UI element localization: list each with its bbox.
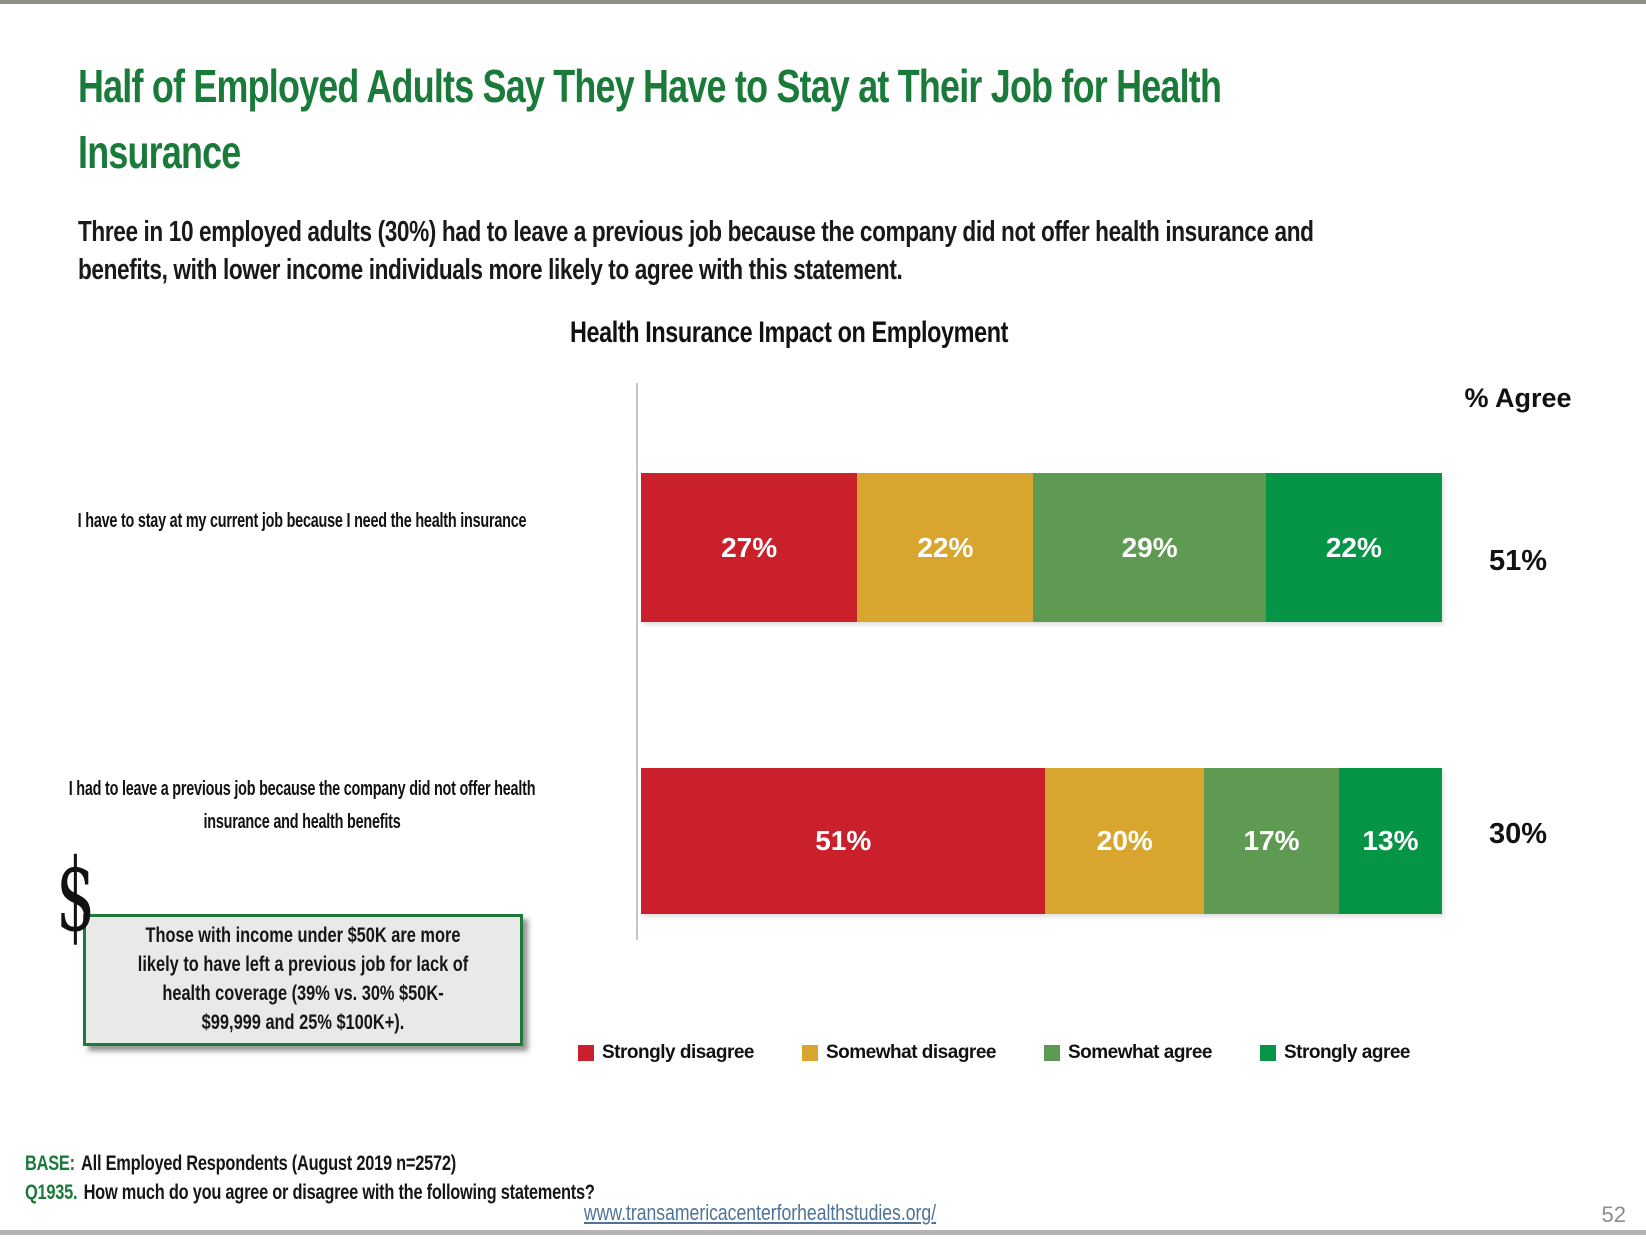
footer-question-label: Q1935. bbox=[25, 1181, 78, 1204]
dollar-sign-icon: $ bbox=[56, 837, 96, 954]
legend-swatch-strongly-disagree bbox=[578, 1045, 594, 1061]
agree-value-previous-job: 30% bbox=[1488, 818, 1548, 850]
legend-item-somewhat-disagree: Somewhat disagree bbox=[802, 1042, 996, 1064]
footer-base-text: All Employed Respondents (August 2019 n=… bbox=[81, 1152, 456, 1175]
category-label-previous-job: I had to leave a previous job because th… bbox=[68, 778, 536, 833]
callout-text: Those with income under $50K are more li… bbox=[137, 924, 469, 1034]
bar-segment-somewhat-agree: 29% bbox=[1033, 473, 1266, 622]
stacked-bar-previous-job: 51% 20% 17% 13% bbox=[641, 768, 1442, 914]
bar-segment-strongly-agree: 22% bbox=[1265, 473, 1442, 622]
footer-question-line: Q1935. How much do you agree or disagree … bbox=[25, 1181, 727, 1205]
bar-segment-value-label: 22% bbox=[917, 531, 974, 563]
footer-base-line: BASE: All Employed Respondents (August 20… bbox=[25, 1152, 727, 1176]
bar-segment-value-label: 13% bbox=[1362, 825, 1419, 856]
legend-label: Strongly agree bbox=[1283, 1042, 1411, 1063]
callout-box: Those with income under $50K are more li… bbox=[83, 914, 523, 1046]
slide-title: Half of Employed Adults Say They Have to… bbox=[78, 60, 1222, 178]
chart-axis-line bbox=[636, 383, 638, 940]
bar-segment-strongly-disagree: 27% bbox=[641, 473, 858, 622]
chart-legend: Strongly disagree Somewhat disagree Some… bbox=[578, 1042, 1411, 1064]
category-label-current-job: I have to stay at my current job because… bbox=[77, 510, 527, 532]
chart-title: Health Insurance Impact on Employment bbox=[569, 316, 1009, 349]
stacked-bar-current-job: 27% 22% 29% 22% bbox=[641, 473, 1442, 622]
legend-item-strongly-agree: Strongly agree bbox=[1259, 1042, 1411, 1064]
bar-segment-value-label: 29% bbox=[1121, 531, 1178, 563]
footer-link[interactable]: www.transamericacenterforhealthstudies.o… bbox=[583, 1200, 937, 1225]
bottom-border bbox=[0, 1230, 1646, 1235]
page-number: 52 bbox=[1601, 1202, 1626, 1227]
legend-item-strongly-disagree: Strongly disagree bbox=[578, 1042, 755, 1064]
bar-segment-somewhat-disagree: 22% bbox=[857, 473, 1034, 622]
bar-segment-value-label: 20% bbox=[1096, 825, 1153, 856]
bar-segment-strongly-disagree: 51% bbox=[641, 768, 1046, 914]
slide-subtitle: Three in 10 employed adults (30%) had to… bbox=[78, 216, 1314, 286]
percent-agree-header: % Agree bbox=[1464, 383, 1572, 413]
bar-segment-value-label: 22% bbox=[1325, 531, 1382, 563]
bar-segment-somewhat-agree: 17% bbox=[1204, 768, 1339, 914]
legend-label: Strongly disagree bbox=[602, 1042, 755, 1063]
bar-segment-strongly-agree: 13% bbox=[1338, 768, 1442, 914]
bar-segment-value-label: 51% bbox=[815, 825, 872, 856]
bar-segment-somewhat-disagree: 20% bbox=[1045, 768, 1205, 914]
legend-swatch-somewhat-disagree bbox=[802, 1045, 818, 1061]
legend-label: Somewhat agree bbox=[1067, 1042, 1213, 1063]
top-border bbox=[0, 0, 1646, 4]
legend-swatch-somewhat-agree bbox=[1043, 1045, 1060, 1061]
footer-question-text: How much do you agree or disagree with t… bbox=[83, 1181, 595, 1204]
legend-label: Somewhat disagree bbox=[826, 1042, 996, 1063]
bar-segment-value-label: 27% bbox=[721, 531, 778, 563]
legend-item-somewhat-agree: Somewhat agree bbox=[1043, 1042, 1213, 1064]
footer-base-label: BASE: bbox=[25, 1152, 75, 1175]
bar-segment-value-label: 17% bbox=[1243, 825, 1300, 856]
agree-value-current-job: 51% bbox=[1488, 545, 1548, 577]
legend-swatch-strongly-agree bbox=[1259, 1045, 1276, 1061]
